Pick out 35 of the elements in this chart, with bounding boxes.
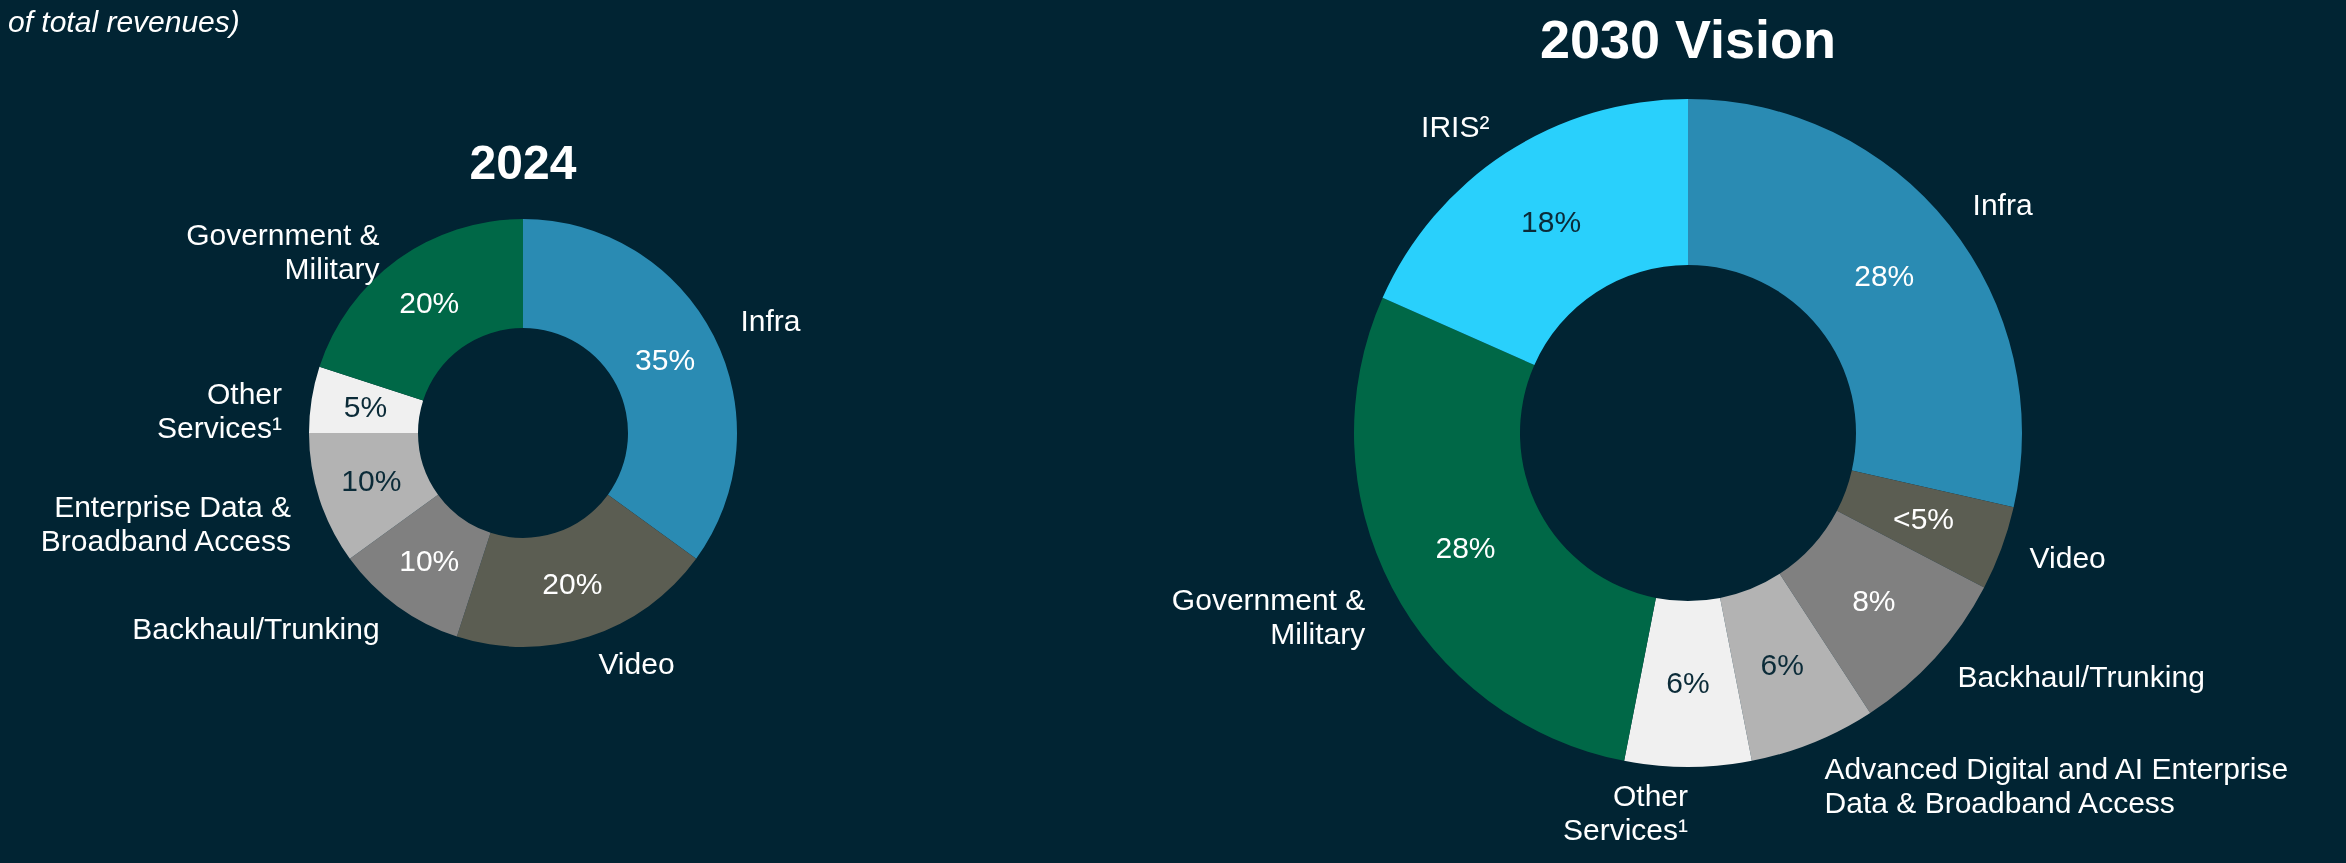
donut-slice [523,219,737,559]
data-label: 35% [635,342,696,376]
slice-label: Infra [740,304,801,338]
chart-subtitle: of total revenues) [8,5,240,38]
donut-slice [1624,597,1752,767]
data-label: 5% [343,390,388,424]
slice-label: Video [598,647,675,681]
data-label: 10% [399,544,460,578]
data-label: 28% [1435,531,1496,565]
chart-title: 2024 [469,136,577,189]
donut-slice [456,494,697,647]
donut-slice [1382,99,1688,365]
slice-label: Government & Military [1171,583,1366,651]
data-label: 6% [1760,647,1804,681]
slice-label: Other Services¹ [156,376,283,444]
data-label: <5% [1893,501,1954,535]
data-label: 20% [399,285,460,319]
slice-label: Advanced Digital and AI Enterprise Data & Broadband Access [1824,752,2289,820]
chart-title: 2030 Vision [1539,9,1837,69]
slice-label: Video [2029,540,2106,574]
data-label: 8% [1852,583,1896,617]
data-label: 6% [1666,666,1710,699]
slice-label: IRIS² [1421,109,1490,143]
slice-label: Backhaul/Trunking [1957,659,2205,693]
slice-label: Enterprise Data & Broadband Access [40,490,291,558]
slice-label: Government & Military [186,217,380,285]
data-label: 28% [1854,258,1915,292]
data-label: 10% [341,464,402,498]
donut-slice [309,366,424,433]
slice-label: Other Services¹ [1562,779,1689,846]
data-label: 20% [542,566,603,600]
slice-label: Infra [1972,188,2033,222]
data-label: 18% [1521,204,1582,238]
donut-slice [1836,470,2014,588]
slice-label: Backhaul/Trunking [132,612,380,646]
